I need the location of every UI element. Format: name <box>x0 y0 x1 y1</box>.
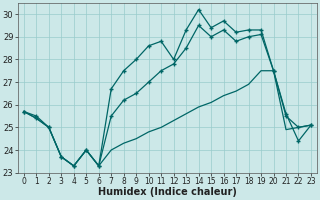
X-axis label: Humidex (Indice chaleur): Humidex (Indice chaleur) <box>98 187 237 197</box>
